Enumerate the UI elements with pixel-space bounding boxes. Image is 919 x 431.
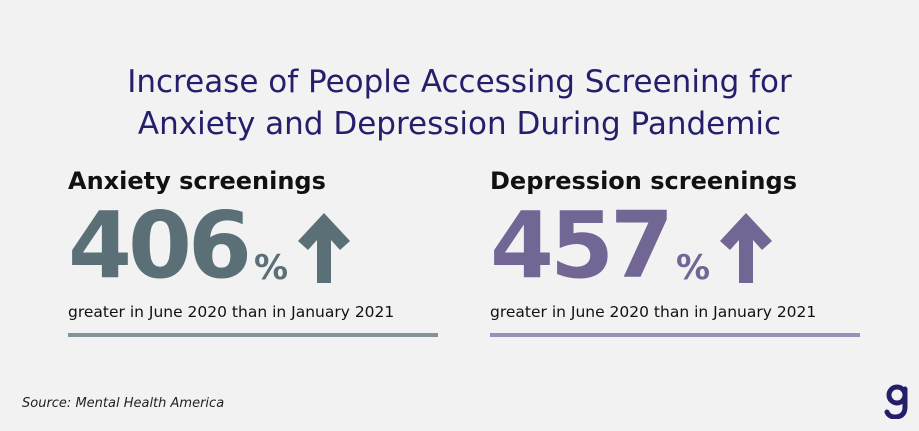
depression-value-row: 457 % bbox=[490, 192, 860, 299]
anxiety-percent-sign: % bbox=[254, 248, 289, 288]
title-line-2: Anxiety and Depression During Pandemic bbox=[137, 105, 782, 142]
anxiety-label: Anxiety screenings bbox=[68, 167, 326, 195]
depression-percent-sign: % bbox=[676, 248, 711, 288]
anxiety-caption: greater in June 2020 than in January 202… bbox=[68, 303, 395, 321]
source-note: Source: Mental Health America bbox=[22, 396, 225, 411]
anxiety-value-row: 406 % bbox=[68, 192, 438, 299]
arrow-up-icon bbox=[718, 211, 774, 287]
depression-stat-block: Depression screenings 457 % greater in J… bbox=[490, 165, 860, 337]
page-title: Increase of People Accessing Screening f… bbox=[0, 61, 919, 145]
g-logo-icon bbox=[884, 383, 910, 420]
anxiety-percent-value: 406 bbox=[68, 192, 252, 299]
depression-percent-value: 457 bbox=[490, 192, 674, 299]
anxiety-underline bbox=[68, 333, 438, 337]
depression-caption: greater in June 2020 than in January 202… bbox=[490, 303, 817, 321]
anxiety-stat-block: Anxiety screenings 406 % greater in June… bbox=[68, 165, 438, 337]
arrow-up-icon bbox=[296, 211, 352, 287]
depression-label: Depression screenings bbox=[490, 167, 797, 195]
depression-underline bbox=[490, 333, 860, 337]
title-line-1: Increase of People Accessing Screening f… bbox=[127, 63, 792, 100]
